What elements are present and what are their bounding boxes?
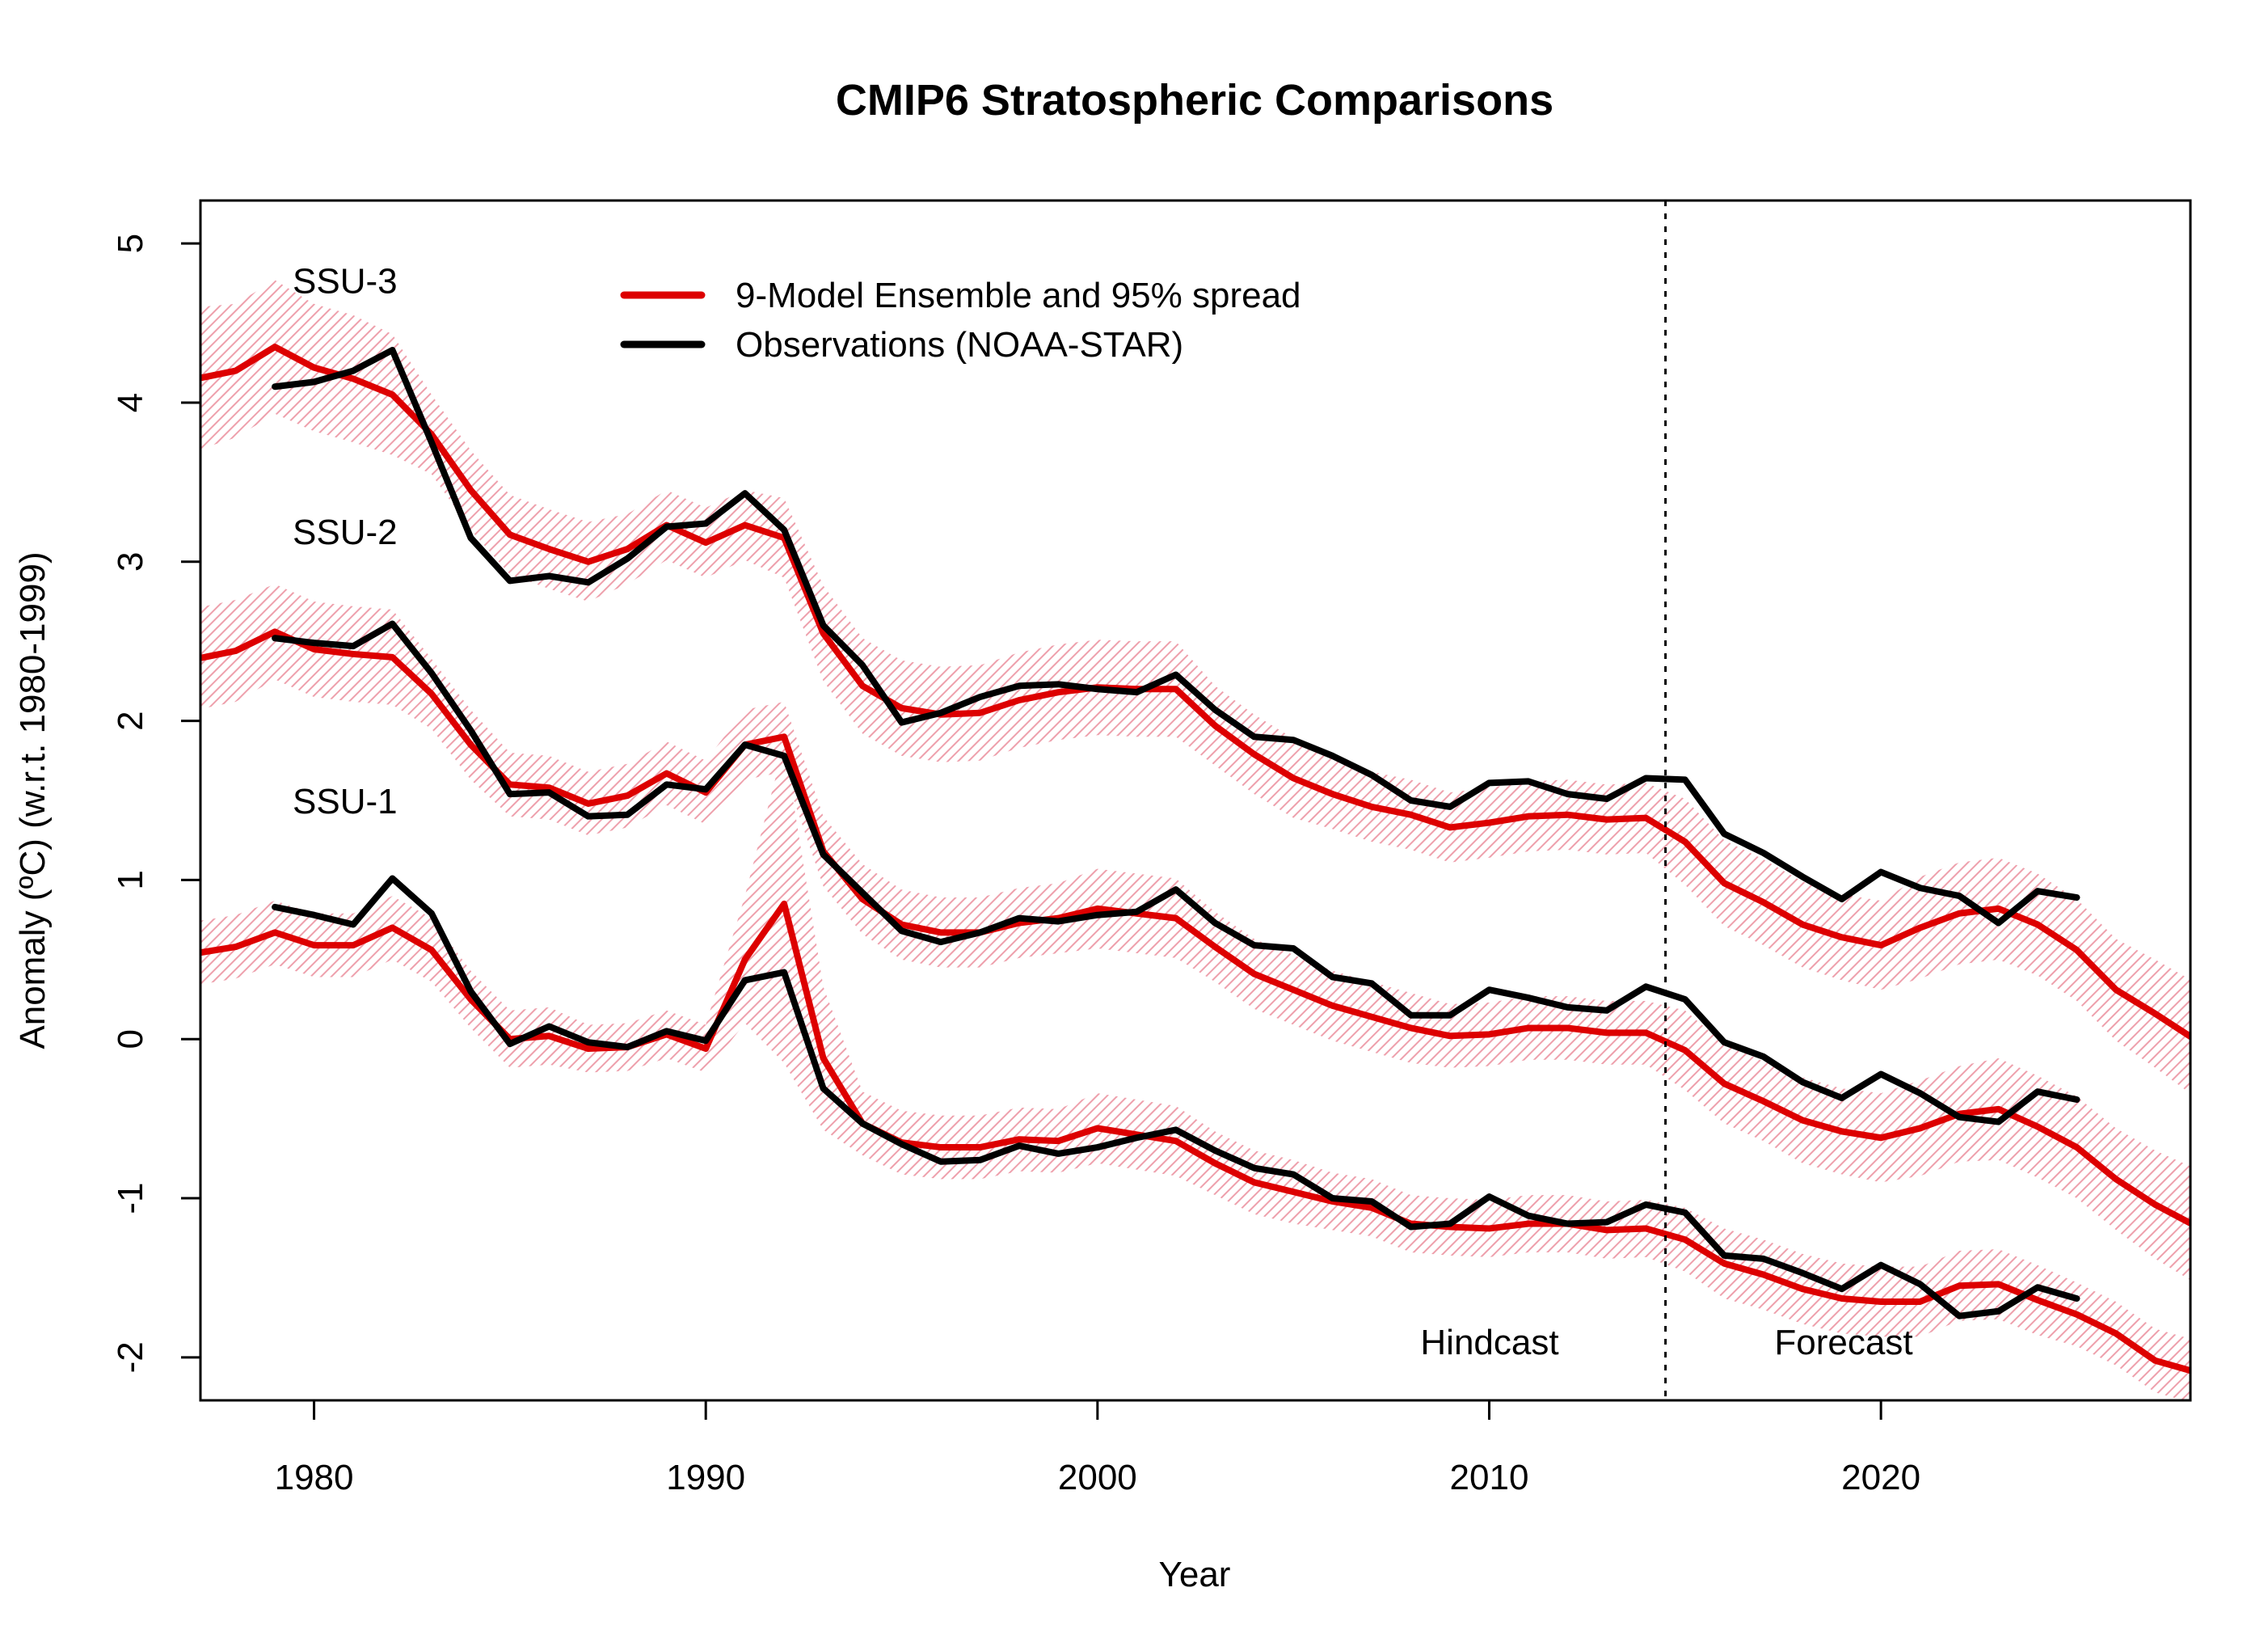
forecast-label: Forecast xyxy=(1774,1323,1912,1362)
model-line-ssu-2 xyxy=(200,628,2190,1227)
y-tick-label: 2 xyxy=(111,711,150,730)
x-tick-label: 2000 xyxy=(1058,1458,1137,1497)
series-label-ssu-3: SSU-3 xyxy=(293,261,398,301)
legend: 9-Model Ensemble and 95% spread Observat… xyxy=(620,276,1301,365)
series-label-ssu-1: SSU-1 xyxy=(293,782,398,821)
y-tick-label: 0 xyxy=(111,1029,150,1049)
chart-title: CMIP6 Stratospheric Comparisons xyxy=(836,76,1553,125)
plot-frame xyxy=(199,199,2192,1402)
x-axis: 1980 1990 2000 2010 2020 xyxy=(275,1400,1920,1497)
spread-band-ssu-3 xyxy=(200,280,2190,1094)
series-lines xyxy=(200,344,2190,1374)
spread-bands xyxy=(200,280,2190,1400)
obs-line-ssu-1 xyxy=(272,875,2080,1319)
model-line-ssu-3 xyxy=(200,344,2190,1041)
x-tick-label: 1980 xyxy=(275,1458,354,1497)
y-tick-label: 3 xyxy=(111,552,150,572)
legend-label-model: 9-Model Ensemble and 95% spread xyxy=(736,276,1301,315)
x-tick-label: 2020 xyxy=(1841,1458,1920,1497)
x-tick-label: 2010 xyxy=(1450,1458,1529,1497)
y-axis: -2 -1 0 1 2 3 4 5 xyxy=(111,234,200,1373)
hindcast-label: Hindcast xyxy=(1420,1323,1558,1362)
y-tick-label: 4 xyxy=(111,393,150,412)
series-label-ssu-2: SSU-2 xyxy=(293,513,398,552)
legend-label-observations: Observations (NOAA-STAR) xyxy=(736,325,1183,365)
y-axis-label: Anomaly (ºC) (w.r.t. 1980-1999) xyxy=(13,551,53,1049)
y-tick-label: 1 xyxy=(111,870,150,889)
obs-line-ssu-2 xyxy=(272,620,2080,1125)
series-labels: SSU-3 SSU-2 SSU-1 xyxy=(293,261,398,821)
y-tick-label: -2 xyxy=(111,1341,150,1373)
x-tick-label: 1990 xyxy=(666,1458,745,1497)
spread-band-ssu-1 xyxy=(200,745,2190,1400)
y-tick-label: 5 xyxy=(111,234,150,253)
x-axis-label: Year xyxy=(1159,1555,1231,1594)
obs-line-ssu-3 xyxy=(272,347,2080,927)
y-tick-label: -1 xyxy=(111,1182,150,1214)
